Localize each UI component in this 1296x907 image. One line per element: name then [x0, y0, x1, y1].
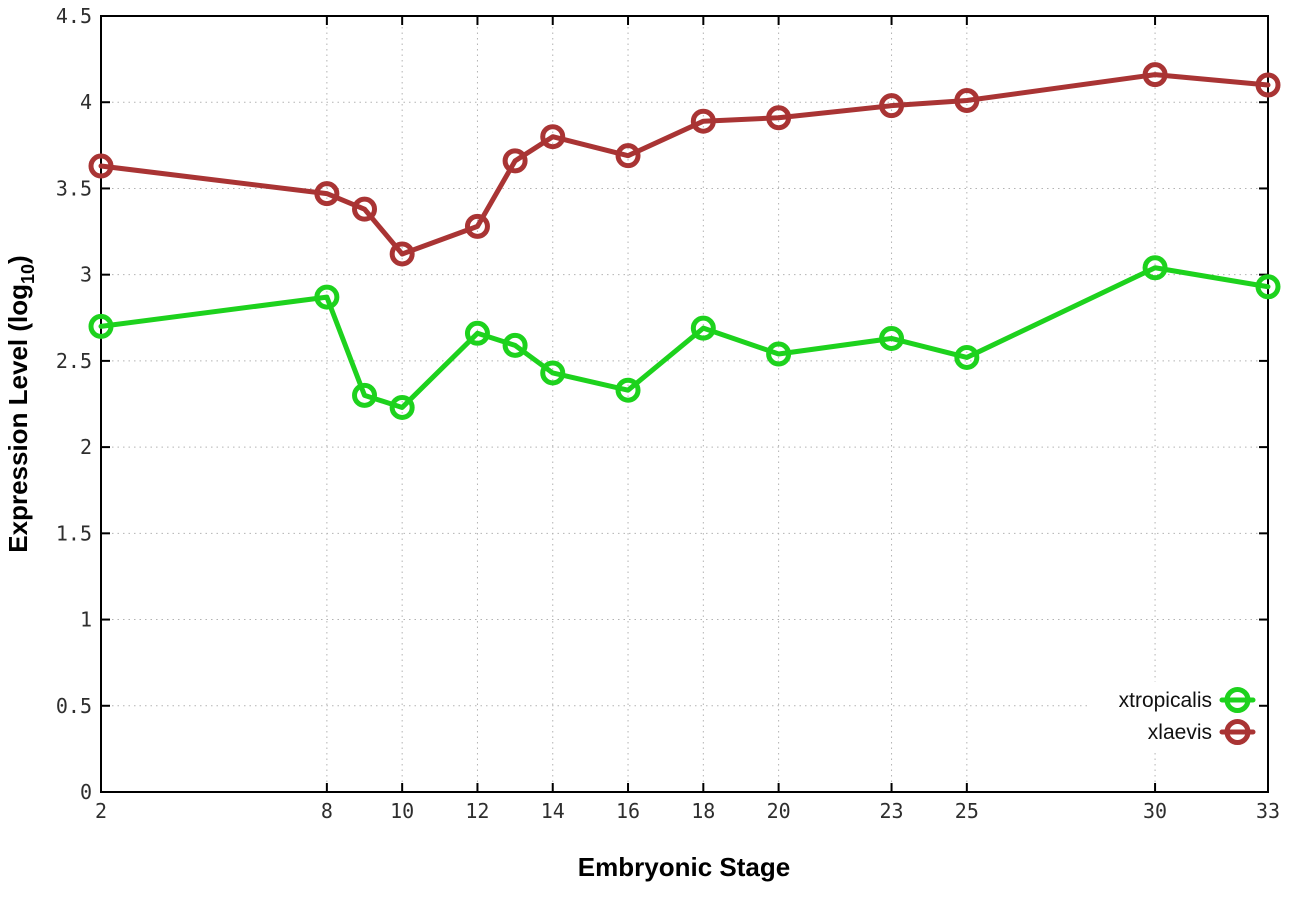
y-tick-label-2.5: 2.5	[56, 349, 92, 373]
data-point-xtropicalis-stage-20	[766, 341, 792, 367]
data-point-xlaevis-stage-10	[389, 241, 415, 267]
y-tick-label-0.5: 0.5	[56, 694, 92, 718]
series-line-xlaevis	[98, 72, 1271, 257]
data-point-xlaevis-stage-12	[464, 213, 490, 239]
data-point-xtropicalis-stage-33	[1255, 274, 1281, 300]
data-point-xtropicalis-stage-16	[615, 377, 641, 403]
y-tick-label-4.5: 4.5	[56, 4, 92, 28]
y-tick-label-2: 2	[80, 435, 92, 459]
data-point-xlaevis-stage-14	[540, 124, 566, 150]
plot-border	[100, 15, 1269, 793]
data-point-xlaevis-stage-13	[502, 148, 528, 174]
y-tick-label-0: 0	[80, 780, 92, 804]
y-tick-label-1.5: 1.5	[56, 521, 92, 545]
grid-layer	[101, 16, 1268, 792]
y-axis-title-text: Expression Level (log10)	[3, 255, 38, 552]
data-point-xlaevis-stage-20	[766, 105, 792, 131]
data-point-xlaevis-stage-16	[615, 143, 641, 169]
data-point-xtropicalis-stage-12	[464, 320, 490, 346]
x-axis-title: Embryonic Stage	[578, 852, 790, 882]
x-tick-label-18: 18	[691, 799, 715, 823]
legend: xtropicalis xlaevis	[1119, 687, 1256, 745]
x-tick-label-8: 8	[321, 799, 333, 823]
data-point-xlaevis-stage-33	[1255, 72, 1281, 98]
series-line-xtropicalis	[98, 265, 1271, 410]
legend-item-xtropicalis: xtropicalis	[1119, 687, 1256, 713]
legend-item-xlaevis: xlaevis	[1148, 719, 1256, 745]
legend-marker-xtropicalis	[1224, 687, 1251, 713]
data-point-xtropicalis-stage-9	[352, 382, 378, 408]
data-point-xlaevis-stage-23	[879, 93, 905, 119]
x-tick-label-16: 16	[616, 799, 640, 823]
data-point-xtropicalis-stage-13	[502, 332, 528, 358]
data-point-xtropicalis-stage-30	[1142, 255, 1168, 281]
y-tick-label-3.5: 3.5	[56, 176, 92, 200]
y-axis-title: Expression Level (log10)	[3, 255, 38, 552]
x-tick-label-30: 30	[1143, 799, 1167, 823]
data-point-xtropicalis-stage-10	[389, 394, 415, 420]
data-point-xlaevis-stage-8	[314, 181, 340, 207]
data-point-xlaevis-stage-18	[690, 108, 716, 134]
x-tick-label-10: 10	[390, 799, 414, 823]
tick-labels: 2 8 10 12 14 16 18 20 23 25 30 33 0 0.5 1 1.5 2 2.5 3 3.5 4 4…	[56, 4, 1280, 823]
data-point-xlaevis-stage-2	[88, 153, 114, 179]
y-tick-label-1: 1	[80, 608, 92, 632]
legend-marker-xlaevis	[1224, 719, 1251, 745]
data-point-xtropicalis-stage-18	[690, 315, 716, 341]
x-tick-label-12: 12	[465, 799, 489, 823]
data-point-xtropicalis-stage-23	[879, 325, 905, 351]
data-point-xtropicalis-stage-14	[540, 360, 566, 386]
x-tick-label-2: 2	[95, 799, 107, 823]
data-point-xtropicalis-stage-2	[88, 313, 114, 339]
data-point-xtropicalis-stage-25	[954, 344, 980, 370]
legend-label-xlaevis: xlaevis	[1148, 721, 1212, 744]
x-tick-label-33: 33	[1256, 799, 1280, 823]
legend-label-xtropicalis: xtropicalis	[1119, 689, 1212, 712]
x-tick-label-23: 23	[880, 799, 904, 823]
data-point-xtropicalis-stage-8	[314, 284, 340, 310]
data-point-xlaevis-stage-9	[352, 196, 378, 222]
y-tick-label-3: 3	[80, 263, 92, 287]
data-point-xlaevis-stage-30	[1142, 62, 1168, 88]
x-tick-label-20: 20	[767, 799, 791, 823]
y-tick-label-4: 4	[80, 90, 92, 114]
series-layer	[88, 62, 1281, 420]
x-tick-label-14: 14	[541, 799, 565, 823]
axis-layer	[100, 15, 1269, 793]
data-point-xlaevis-stage-25	[954, 87, 980, 113]
x-tick-label-25: 25	[955, 799, 979, 823]
